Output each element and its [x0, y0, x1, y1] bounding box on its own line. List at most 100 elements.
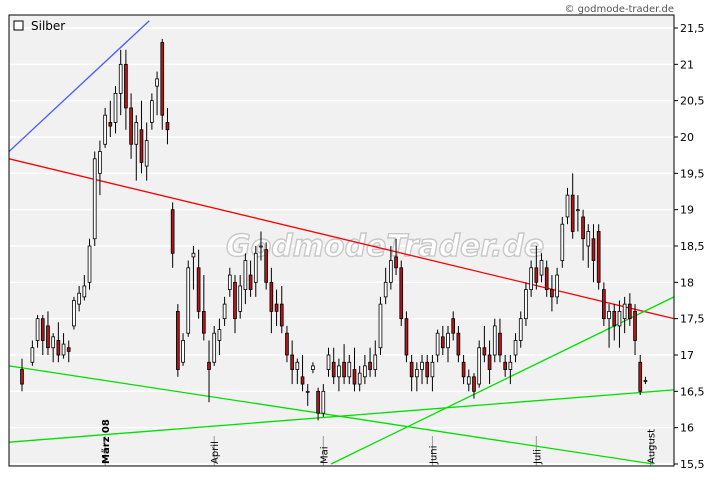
candle-body	[253, 252, 258, 283]
candle	[602, 282, 606, 326]
candle-body	[368, 361, 372, 370]
candle	[576, 195, 580, 232]
legend-swatch-icon	[13, 20, 24, 31]
candle-body	[352, 369, 357, 385]
candle-body	[404, 318, 409, 356]
candle	[518, 311, 523, 348]
trendline	[330, 296, 674, 465]
candle-body	[103, 114, 107, 145]
candle	[368, 347, 372, 377]
candle-body	[326, 354, 331, 370]
candle	[446, 325, 450, 363]
candle-body	[331, 361, 336, 378]
candle	[165, 107, 170, 145]
candle-body	[383, 281, 388, 298]
watermark: GodmodeTrader.de	[226, 229, 544, 264]
candle	[482, 325, 487, 363]
candle-body	[451, 318, 456, 334]
candle-body	[279, 303, 284, 327]
candle-body	[389, 260, 393, 283]
candle	[498, 318, 502, 363]
candle-body	[207, 361, 211, 370]
candle	[596, 224, 601, 290]
y-tick-label: 17,5	[680, 313, 705, 326]
candle-body	[129, 107, 133, 145]
y-tick-label: 17	[680, 349, 694, 362]
candle	[77, 285, 81, 312]
candle	[129, 93, 133, 159]
y-tick-label: 16	[680, 422, 694, 435]
candle	[622, 296, 627, 334]
candle-body	[212, 332, 217, 363]
candle	[191, 246, 196, 290]
candle	[217, 318, 222, 355]
candle-body	[139, 129, 144, 163]
candle	[285, 325, 289, 363]
x-tick-label: April	[210, 441, 221, 464]
candle-body	[357, 372, 362, 385]
candle-body	[108, 122, 113, 127]
candle	[72, 296, 76, 330]
candle-body	[176, 310, 180, 370]
candle-body	[40, 318, 45, 341]
candle	[35, 315, 40, 348]
candle	[295, 358, 300, 385]
plot-frame	[8, 14, 675, 467]
candle	[363, 355, 367, 385]
candle	[150, 93, 154, 130]
candle	[565, 187, 570, 225]
legend[interactable]: Silber	[13, 19, 65, 33]
candle	[305, 384, 310, 406]
candle	[539, 253, 544, 283]
trendlines	[9, 20, 674, 465]
candle-body	[363, 365, 367, 378]
candle-body	[274, 303, 279, 312]
candle	[607, 304, 611, 348]
candle-body	[160, 42, 165, 116]
candle-body	[513, 340, 518, 356]
candle	[383, 267, 388, 305]
candle-body	[264, 249, 268, 283]
candle	[82, 275, 87, 301]
candle-body	[534, 267, 539, 283]
candle	[196, 249, 201, 319]
candle	[98, 140, 102, 196]
candle-body	[113, 93, 118, 123]
candle	[227, 267, 232, 297]
candle	[108, 100, 113, 137]
candle	[404, 311, 409, 363]
x-tick-label: August	[647, 429, 658, 464]
candle-body	[570, 194, 575, 232]
candle-body	[134, 122, 139, 145]
candle-body	[295, 361, 300, 370]
candle	[373, 340, 378, 377]
candle-body	[285, 332, 289, 356]
trendline	[9, 389, 674, 443]
candle	[300, 355, 305, 392]
candle	[243, 253, 248, 305]
candle	[113, 86, 118, 134]
candle-body	[51, 336, 55, 349]
candle-body	[165, 122, 170, 131]
candle	[425, 355, 430, 385]
candle-body	[581, 216, 585, 240]
candle-body	[409, 361, 414, 378]
x-axis: März 08 April Mai Juni Juli August	[101, 419, 658, 465]
candle	[466, 369, 471, 392]
candle	[61, 333, 66, 359]
candle-body	[399, 267, 404, 320]
candle-body	[487, 354, 492, 370]
candle	[560, 216, 565, 268]
candle-body	[155, 78, 159, 87]
candle-body	[602, 289, 606, 320]
candle-body	[415, 369, 419, 378]
candle	[186, 260, 191, 337]
candle	[40, 315, 45, 355]
candle-body	[238, 285, 243, 312]
candle	[513, 333, 518, 363]
candle-body	[373, 354, 378, 370]
candle	[311, 362, 315, 374]
candle-body	[472, 376, 476, 392]
y-tick-label: 18,5	[680, 240, 705, 253]
candle	[326, 347, 331, 377]
